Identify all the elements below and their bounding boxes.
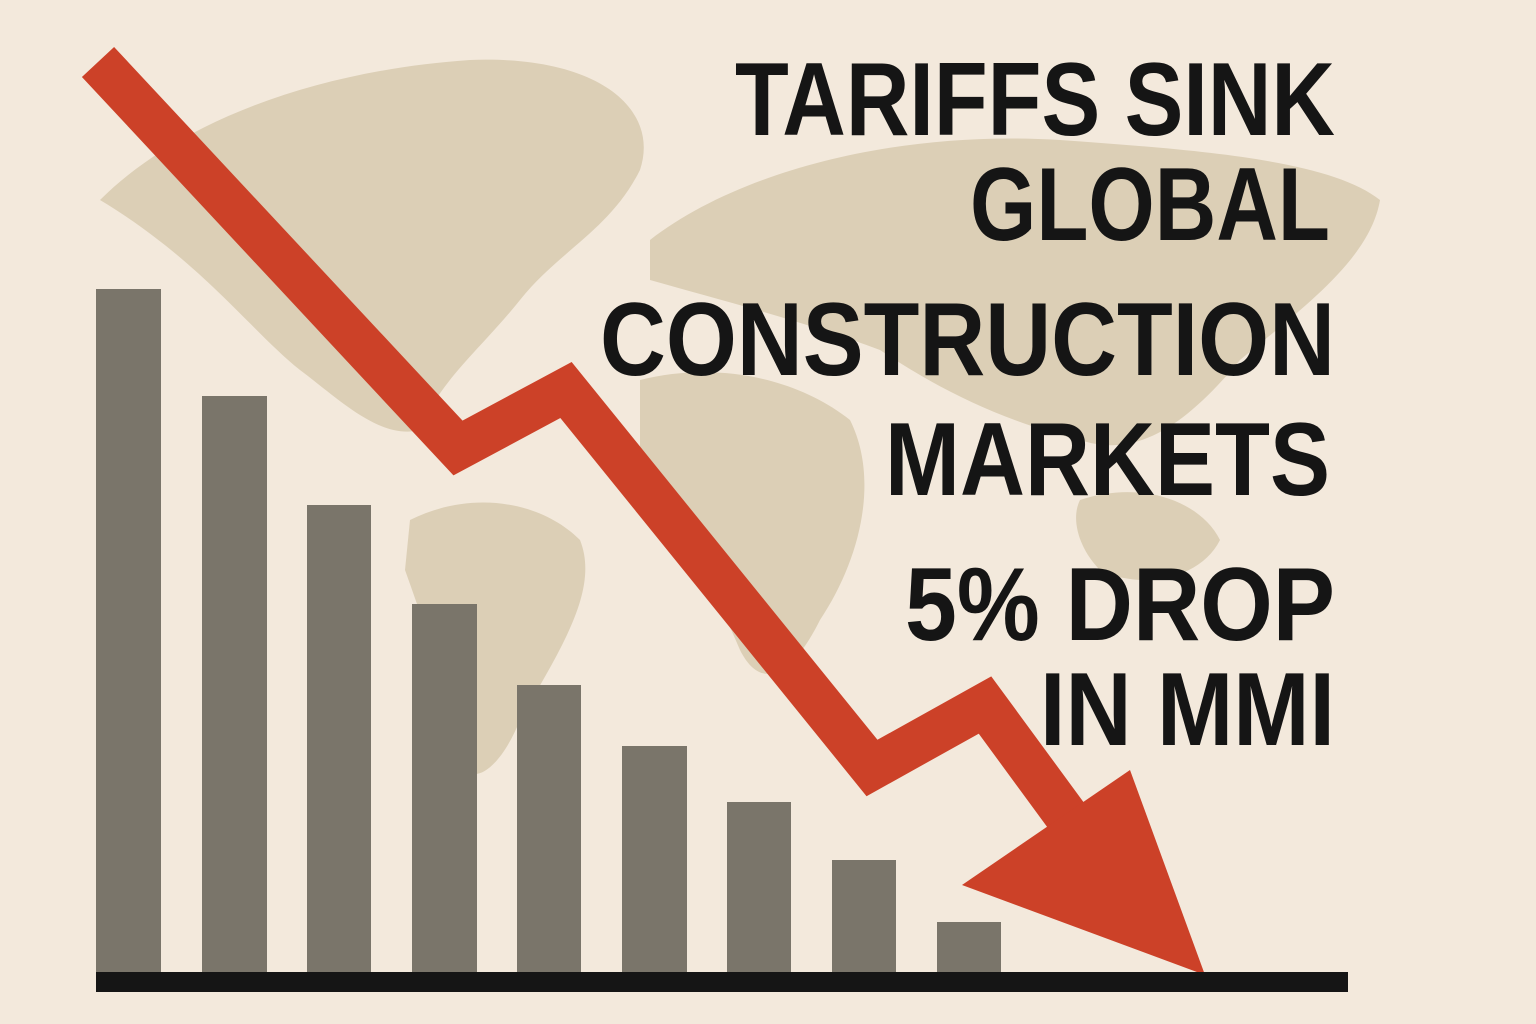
bar (937, 922, 1001, 972)
bar (832, 860, 896, 972)
headline-line: GLOBAL (970, 147, 1330, 263)
map-oceania (1076, 492, 1220, 580)
arrow-head (962, 770, 1205, 975)
bars (96, 289, 1001, 972)
headline-line: CONSTRUCTION (600, 282, 1335, 398)
subhead: 5% DROP IN MMI (905, 547, 1335, 768)
bar (96, 289, 161, 972)
subhead-line: 5% DROP (905, 547, 1335, 663)
arrow-line (81, 46, 1113, 869)
subhead-line: IN MMI (1040, 652, 1335, 768)
map-eurasia (650, 138, 1380, 446)
map-north-america (100, 59, 644, 432)
headline-line: TARIFFS SINK (735, 42, 1335, 158)
baseline (96, 972, 1348, 992)
bar (622, 746, 687, 972)
headline: TARIFFS SINK GLOBAL CONSTRUCTION MARKETS (600, 42, 1335, 518)
bar (727, 802, 791, 972)
bar (412, 604, 477, 972)
headline-line: MARKETS (885, 402, 1330, 518)
map-africa (640, 372, 865, 674)
bar (202, 396, 267, 972)
trend-arrow (81, 46, 1205, 975)
bar (517, 685, 581, 972)
bar (307, 505, 371, 972)
